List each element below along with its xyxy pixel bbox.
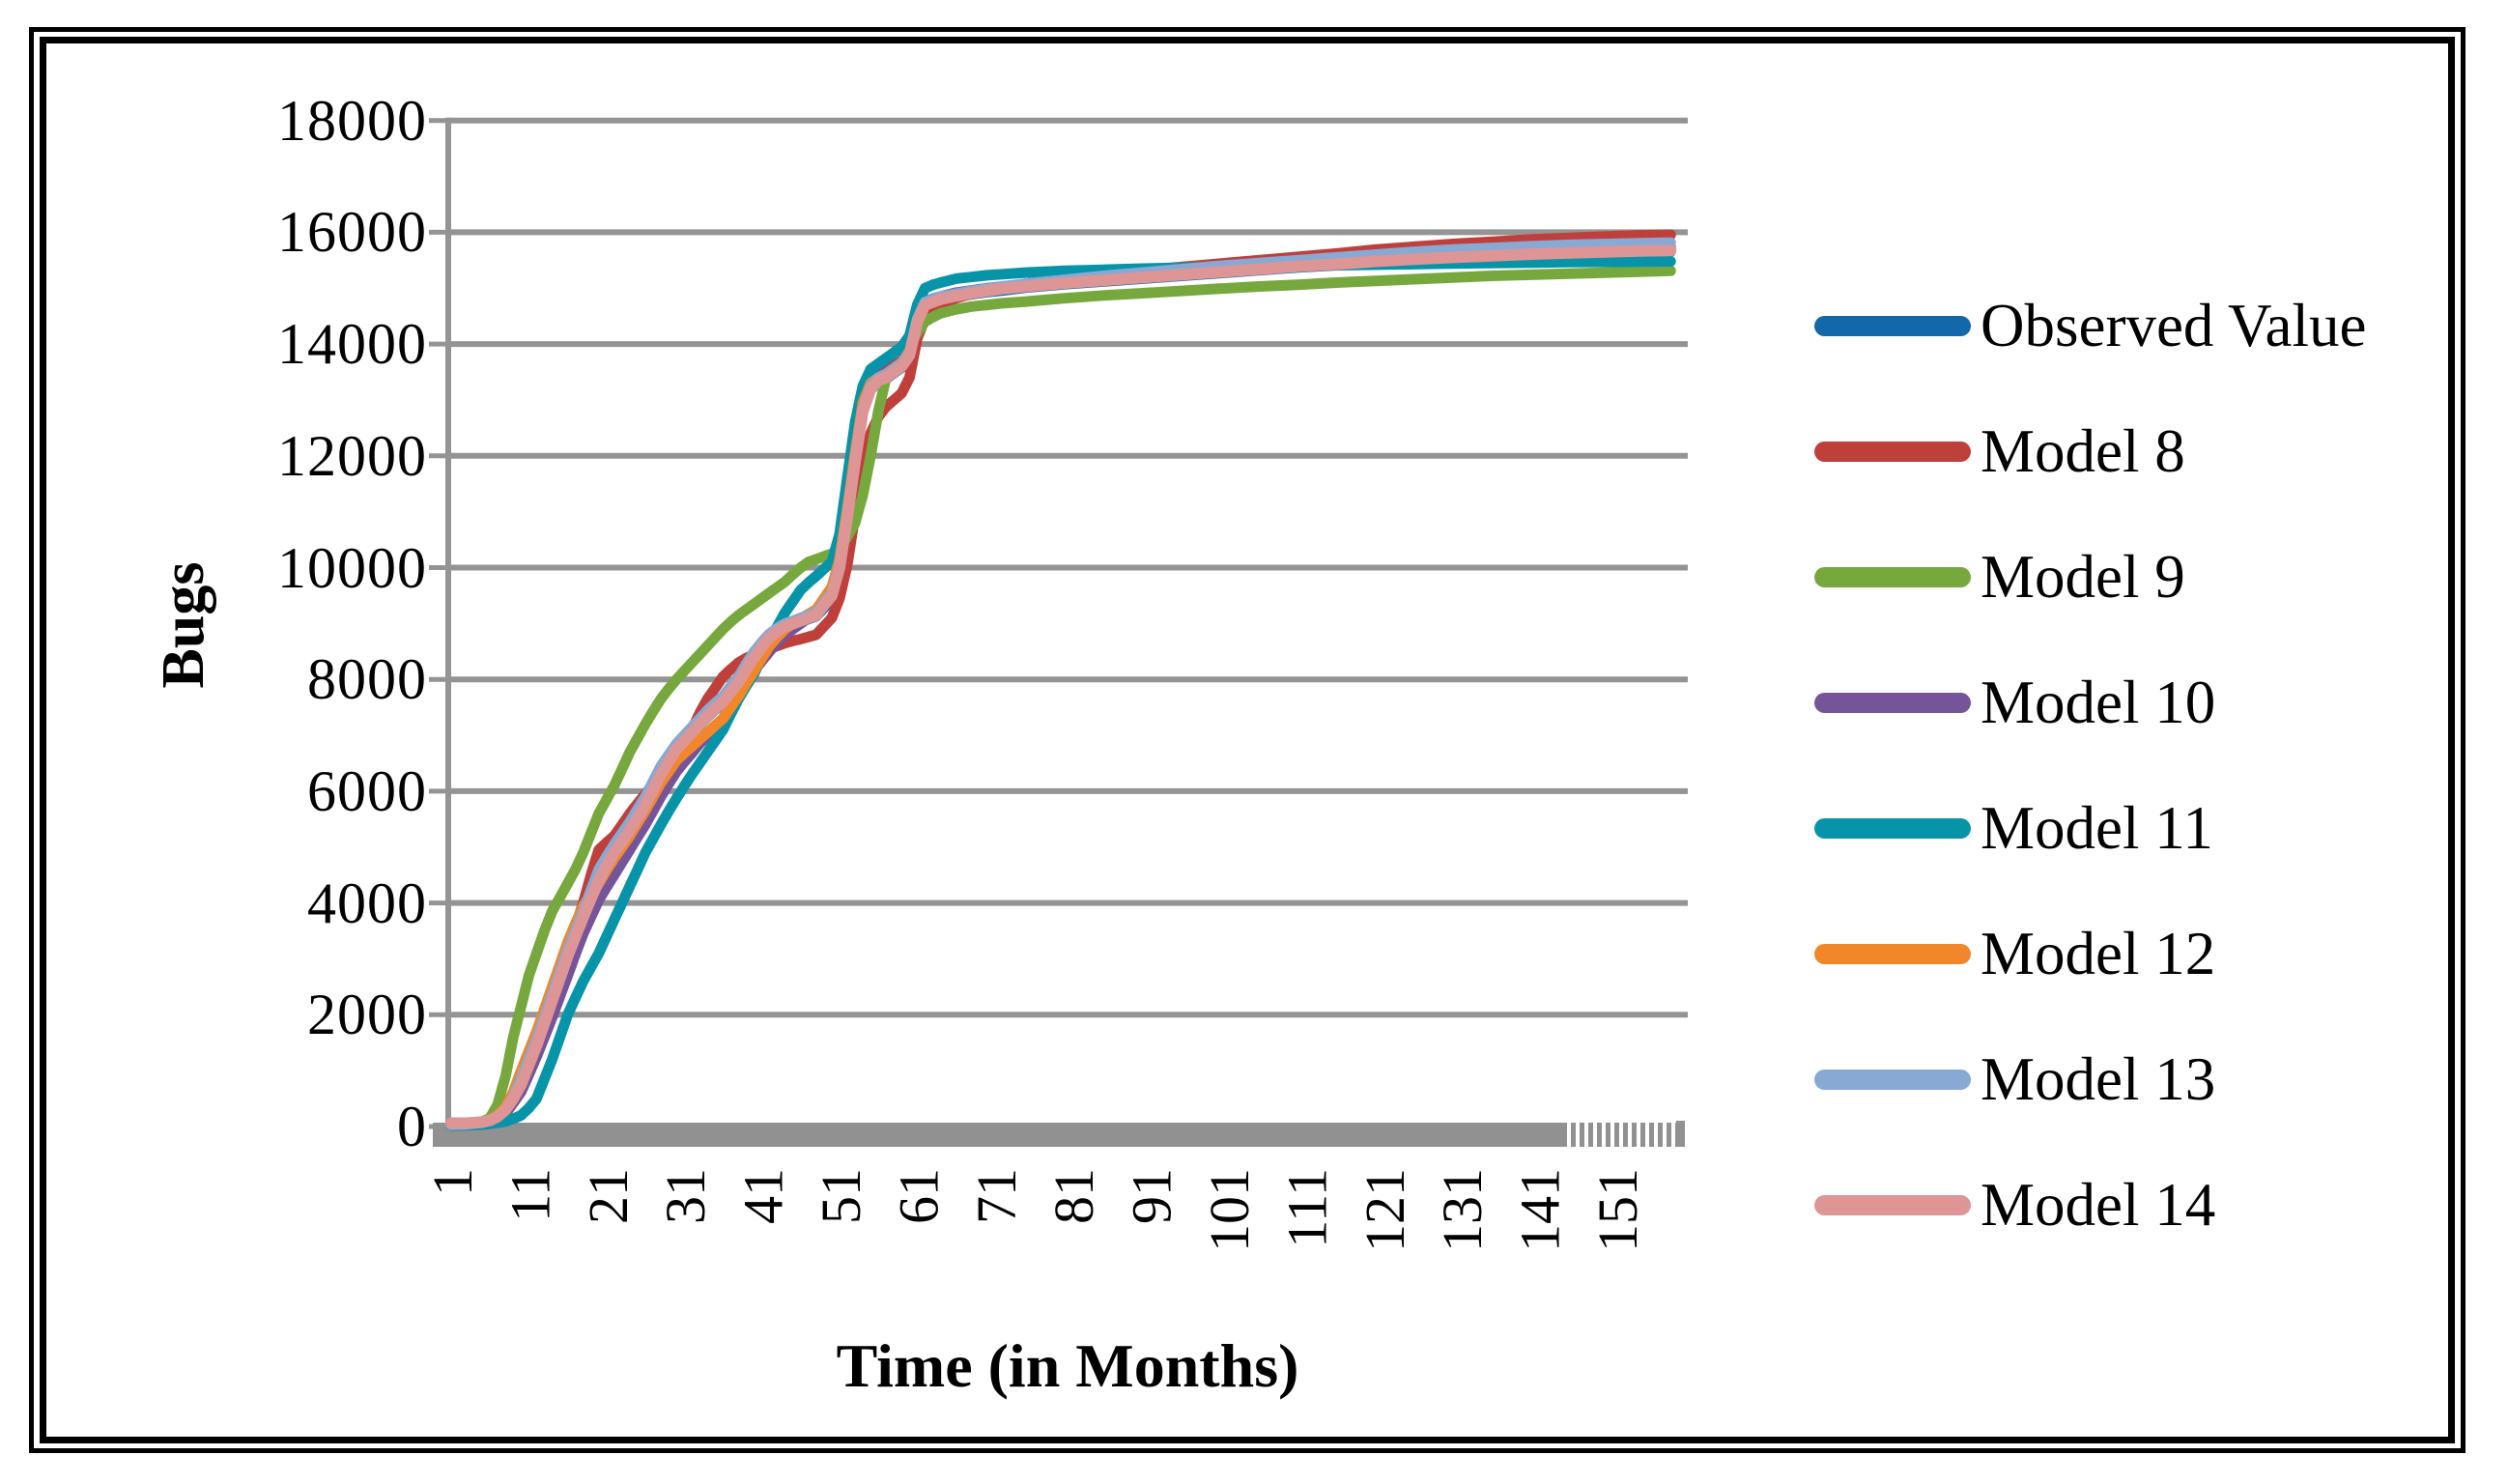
legend-item-model-10: Model 10 (1814, 666, 2215, 739)
legend-swatch-model-9 (1814, 566, 1971, 587)
series-line-model-13 (445, 237, 1676, 1130)
y-tick-label-2000: 2000 (307, 983, 427, 1047)
x-tick-label-111: 111 (1275, 1168, 1338, 1248)
legend-item-model-12: Model 12 (1814, 917, 2215, 990)
y-tick-label-14000: 14000 (277, 312, 427, 377)
x-tick-label-141: 141 (1509, 1168, 1572, 1252)
x-axis-minor-tick (1588, 1123, 1593, 1147)
x-tick-label-31: 31 (654, 1168, 717, 1224)
series-line-model-14 (445, 244, 1677, 1129)
x-axis-minor-tick (1562, 1123, 1567, 1147)
x-tick-label-1: 1 (421, 1168, 484, 1196)
y-tick-label-6000: 6000 (307, 758, 427, 823)
legend-label: Model 9 (1981, 543, 2185, 611)
y-tick-label-10000: 10000 (277, 535, 427, 600)
legend-swatch-observed-value (1814, 315, 1971, 336)
series-line-model-12 (445, 242, 1676, 1130)
x-tick-label-121: 121 (1354, 1168, 1416, 1252)
x-tick-label-101: 101 (1198, 1168, 1261, 1252)
legend-label: Model 8 (1981, 417, 2185, 485)
y-tick-label-16000: 16000 (277, 200, 427, 265)
x-axis-title: Time (in Months) (836, 1331, 1299, 1400)
inner-frame (40, 37, 2455, 1443)
x-tick-label-11: 11 (499, 1168, 561, 1222)
x-tick-label-21: 21 (577, 1168, 640, 1224)
y-tick-label-4000: 4000 (307, 870, 427, 935)
legend-item-observed-value: Observed Value (1814, 289, 2366, 362)
x-axis-minor-tick (1632, 1123, 1637, 1147)
y-axis-title: Bugs (151, 561, 216, 689)
x-axis-minor-tick (1597, 1123, 1602, 1147)
x-tick-label-131: 131 (1431, 1168, 1494, 1252)
x-axis-minor-tick (1667, 1123, 1671, 1147)
x-tick-label-51: 51 (810, 1168, 872, 1224)
legend-item-model-11: Model 11 (1814, 791, 2213, 865)
legend-label: Observed Value (1981, 292, 2367, 359)
x-axis-minor-tick (1649, 1123, 1654, 1147)
legend-swatch-model-13 (1814, 1069, 1971, 1090)
x-axis-minor-tick (1623, 1123, 1628, 1147)
series-line-model-9 (445, 265, 1676, 1130)
legend-item-model-14: Model 14 (1814, 1168, 2215, 1241)
x-tick-label-151: 151 (1586, 1168, 1649, 1252)
series-line-model-10 (445, 242, 1676, 1131)
legend-label: Model 10 (1981, 669, 2216, 736)
legend-label: Model 13 (1981, 1045, 2216, 1113)
legend-item-model-13: Model 13 (1814, 1042, 2215, 1116)
legend-swatch-model-8 (1814, 441, 1971, 462)
x-tick-label-71: 71 (965, 1168, 1028, 1224)
series-line-model-11 (445, 256, 1676, 1131)
x-tick-label-91: 91 (1121, 1168, 1183, 1224)
x-axis-bar (433, 1123, 1562, 1147)
x-axis-bar-end-cap (1676, 1121, 1685, 1147)
x-tick-label-81: 81 (1042, 1168, 1105, 1224)
series-line-observed-value (445, 245, 1676, 1129)
legend-swatch-model-11 (1814, 817, 1971, 839)
outer-frame (29, 27, 2465, 1453)
legend-label: Model 14 (1981, 1171, 2216, 1239)
y-tick-label-18000: 18000 (277, 88, 427, 153)
legend-label: Model 11 (1981, 794, 2213, 862)
legend-swatch-model-12 (1814, 943, 1971, 964)
legend-swatch-model-10 (1814, 692, 1971, 713)
x-axis-minor-tick (1658, 1123, 1663, 1147)
x-axis-minor-tick (1571, 1123, 1576, 1147)
x-tick-label-41: 41 (732, 1168, 795, 1224)
x-axis-minor-tick (1606, 1123, 1610, 1147)
x-axis-minor-tick (1580, 1123, 1584, 1147)
x-tick-label-61: 61 (887, 1168, 950, 1224)
x-axis-minor-tick (1640, 1123, 1645, 1147)
y-tick-label-12000: 12000 (277, 423, 427, 488)
legend-item-model-8: Model 8 (1814, 414, 2185, 488)
legend-item-model-9: Model 9 (1814, 540, 2185, 614)
y-tick-label-0: 0 (397, 1095, 427, 1158)
legend-swatch-model-14 (1814, 1194, 1971, 1215)
legend-label: Model 12 (1981, 920, 2216, 987)
x-axis-minor-tick (1614, 1123, 1619, 1147)
y-tick-label-8000: 8000 (307, 647, 427, 712)
